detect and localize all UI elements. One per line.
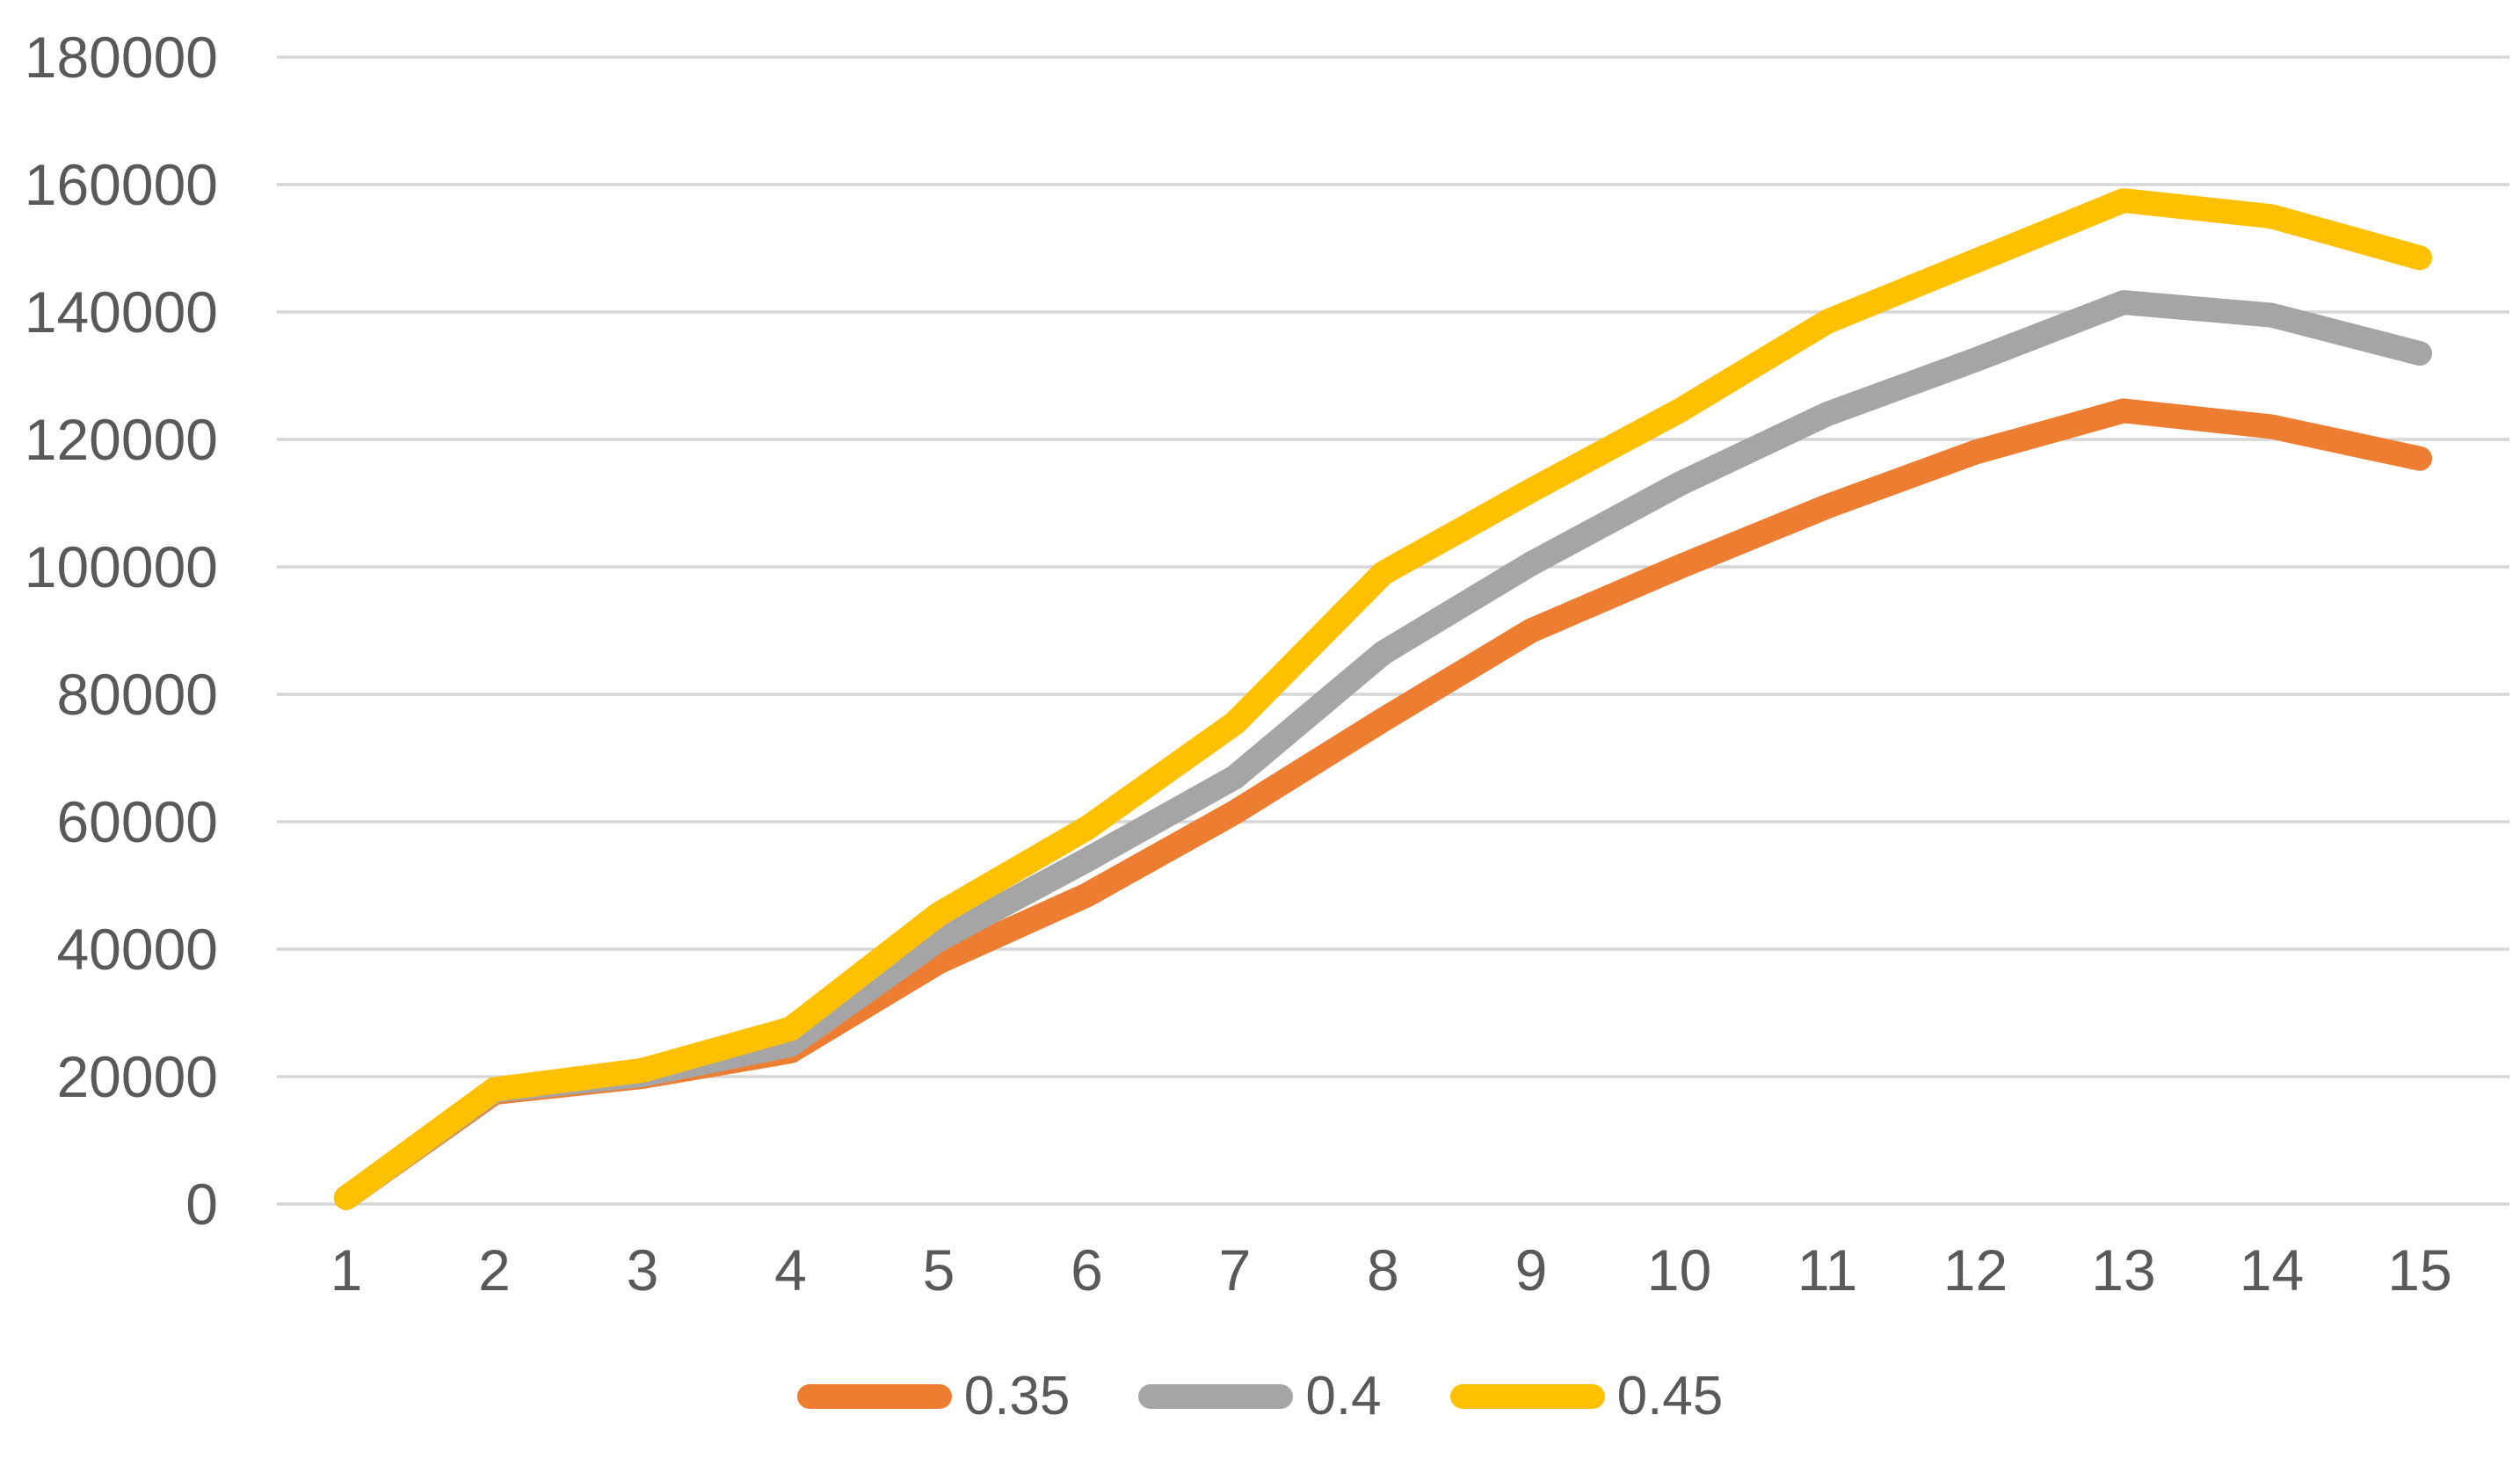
legend-item: 0.4 [1138, 1366, 1382, 1426]
legend-swatch-icon [796, 1384, 952, 1409]
x-axis-tick-label: 9 [1515, 1237, 1548, 1302]
x-axis-tick-label: 3 [627, 1237, 659, 1302]
legend: 0.35 0.4 0.45 [0, 1369, 2520, 1424]
x-axis-tick-label: 4 [774, 1237, 807, 1302]
y-axis-tick-label: 60000 [56, 789, 218, 854]
y-axis-tick-label: 100000 [25, 534, 218, 599]
x-axis-tick-label: 14 [2240, 1237, 2304, 1302]
x-axis-tick-label: 12 [1943, 1237, 2008, 1302]
y-axis-tick-label: 120000 [25, 407, 218, 472]
legend-label: 0.4 [1305, 1366, 1382, 1426]
x-axis-tick-label: 15 [2387, 1237, 2451, 1302]
legend-item: 0.45 [1449, 1366, 1724, 1426]
x-axis-tick-label: 13 [2091, 1237, 2155, 1302]
x-axis-tick-label: 11 [1797, 1237, 1858, 1302]
x-axis-tick-label: 10 [1647, 1237, 1711, 1302]
y-axis-tick-label: 180000 [25, 25, 218, 90]
series-line-0.45 [334, 188, 2432, 1210]
x-axis-tick-label: 6 [1071, 1237, 1103, 1302]
x-axis-tick-label: 1 [330, 1237, 363, 1302]
x-axis-tick-label: 5 [923, 1237, 955, 1302]
legend-label: 0.45 [1616, 1366, 1724, 1426]
legend-item: 0.35 [796, 1366, 1071, 1426]
y-axis-tick-label: 0 [185, 1172, 218, 1237]
legend-swatch-icon [1449, 1384, 1605, 1409]
y-axis-tick-label: 160000 [25, 152, 218, 217]
legend-swatch-icon [1138, 1384, 1294, 1409]
y-axis-tick-label: 20000 [56, 1044, 218, 1109]
y-axis-tick-label: 140000 [25, 279, 218, 345]
x-axis-tick-label: 7 [1219, 1237, 1252, 1302]
y-axis-tick-label: 80000 [56, 662, 218, 727]
y-axis-tick-label: 40000 [56, 917, 218, 982]
x-axis-tick-label: 2 [478, 1237, 511, 1302]
legend-label: 0.35 [963, 1366, 1071, 1426]
x-axis-tick-label: 8 [1367, 1237, 1399, 1302]
